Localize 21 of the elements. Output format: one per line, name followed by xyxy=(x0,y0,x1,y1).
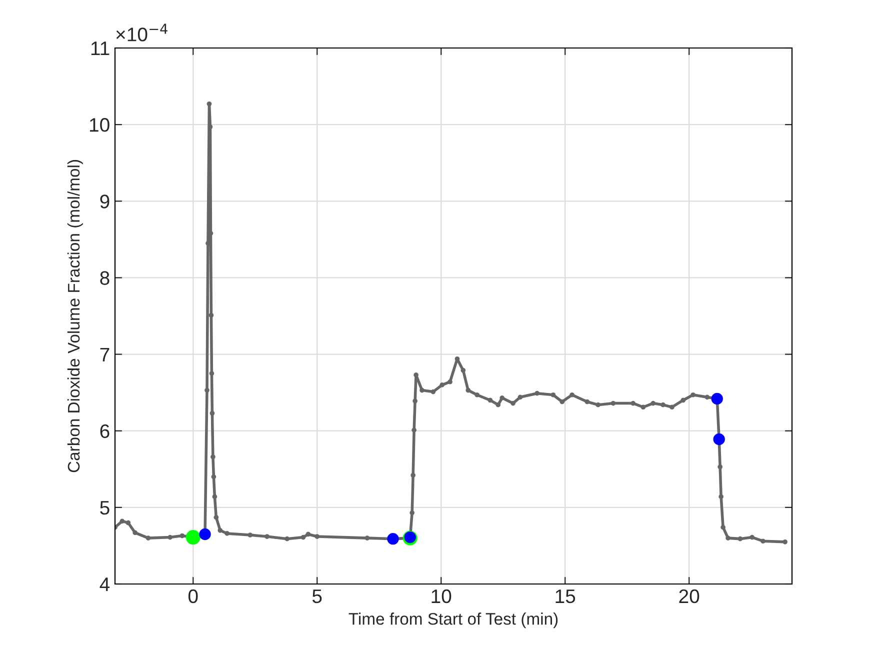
point xyxy=(186,530,200,545)
x-tick-label: 0 xyxy=(188,589,198,604)
x-tick-label: 15 xyxy=(556,590,576,604)
point xyxy=(713,433,725,446)
point xyxy=(199,528,211,540)
point xyxy=(711,392,723,405)
text: ×10$^{−4}$ xyxy=(116,24,168,42)
y-tick-label: 5 xyxy=(100,501,110,515)
y-tick-label: 6 xyxy=(100,424,110,438)
y-tick-label: 8 xyxy=(100,271,110,285)
y-tick-label: 7 xyxy=(100,348,110,362)
point xyxy=(387,532,399,545)
x-tick-label: 5 xyxy=(312,590,322,604)
x-tick-label: 20 xyxy=(679,589,700,604)
x-axis-title: Time from Start of Test (min) xyxy=(348,612,558,628)
x-tick-label: 10 xyxy=(432,589,452,604)
y-tick-label: 4 xyxy=(100,578,110,592)
y-tick-label: 9 xyxy=(100,194,110,208)
y-tick-label: 10 xyxy=(90,118,110,132)
y-tick-label: 11 xyxy=(91,42,110,56)
y-axis-title: Carbon Dioxide Volume Fraction (mol/mol) xyxy=(67,160,83,472)
